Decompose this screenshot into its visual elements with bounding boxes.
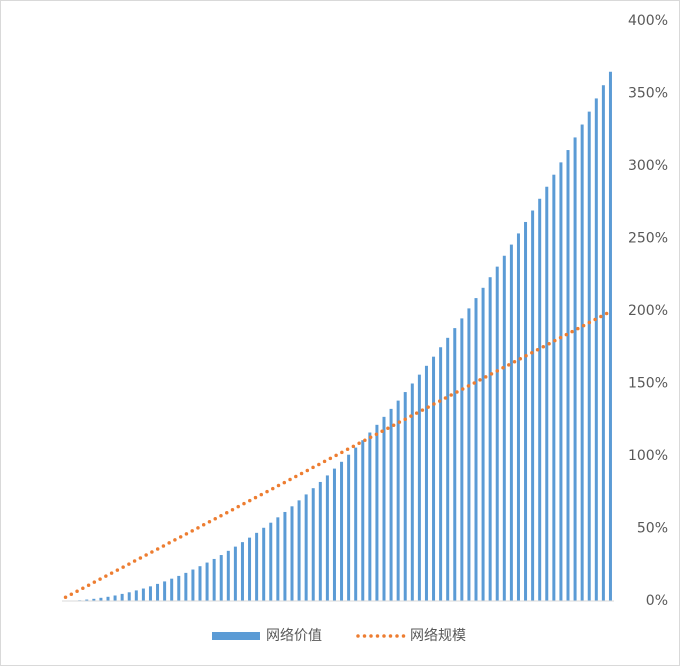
bar	[397, 401, 400, 601]
bar	[467, 308, 470, 601]
bar	[156, 584, 159, 601]
bar	[425, 366, 428, 601]
y-tick-label: 50%	[637, 521, 668, 537]
bar	[531, 211, 534, 601]
bar	[283, 512, 286, 601]
bar	[142, 589, 145, 601]
bar	[453, 328, 456, 601]
bar	[524, 222, 527, 601]
bar	[574, 137, 577, 601]
bar	[163, 581, 166, 601]
bar	[404, 392, 407, 601]
bar	[248, 538, 251, 601]
bar	[227, 551, 230, 601]
bar	[482, 288, 485, 601]
bar	[567, 150, 570, 601]
bar	[319, 482, 322, 601]
bar	[418, 375, 421, 601]
bar	[581, 125, 584, 601]
bar	[255, 533, 258, 601]
bar	[298, 500, 301, 601]
bar	[262, 528, 265, 601]
bar	[496, 267, 499, 601]
bar	[368, 433, 371, 601]
bar	[609, 72, 612, 601]
y-tick-label: 0%	[646, 593, 668, 609]
bar	[510, 245, 513, 601]
bar	[114, 595, 117, 601]
bar	[439, 347, 442, 601]
bar	[383, 417, 386, 601]
bar	[354, 448, 357, 601]
bar	[149, 586, 152, 601]
bar	[460, 318, 463, 601]
bar	[475, 298, 478, 601]
legend-swatch	[212, 632, 260, 640]
y-tick-label: 150%	[628, 376, 668, 392]
bar	[276, 517, 279, 601]
bar	[595, 98, 598, 601]
bar	[602, 85, 605, 601]
bar	[170, 579, 173, 601]
bar	[135, 590, 138, 601]
bar	[545, 187, 548, 601]
y-tick-label: 100%	[628, 448, 668, 464]
bar	[241, 542, 244, 601]
bar	[517, 233, 520, 601]
bar	[432, 357, 435, 601]
y-tick-label: 300%	[628, 158, 668, 174]
bar	[340, 462, 343, 601]
bar	[503, 256, 506, 601]
bar	[347, 455, 350, 601]
bar	[559, 162, 562, 601]
bar	[199, 566, 202, 601]
bar	[269, 523, 272, 601]
bar	[206, 563, 209, 601]
y-tick-label: 250%	[628, 231, 668, 247]
bar	[121, 594, 124, 601]
bar	[538, 199, 541, 601]
bar	[375, 425, 378, 601]
bar	[305, 494, 308, 601]
legend-label: 网络价值	[266, 628, 322, 644]
bar	[552, 175, 555, 601]
bar	[489, 277, 492, 601]
bar	[333, 469, 336, 601]
bar	[220, 555, 223, 601]
y-tick-label: 350%	[628, 86, 668, 102]
bar	[361, 440, 364, 601]
bar	[128, 592, 131, 601]
bar	[446, 338, 449, 601]
bar	[191, 570, 194, 601]
bar	[184, 573, 187, 601]
bar	[213, 559, 216, 601]
bar	[588, 112, 591, 601]
bar	[312, 488, 315, 601]
bar	[390, 409, 393, 601]
bar	[291, 506, 294, 601]
bar	[326, 475, 329, 601]
bar	[107, 597, 110, 601]
bar	[234, 547, 237, 601]
y-tick-label: 400%	[628, 13, 668, 29]
bar	[177, 576, 180, 601]
y-tick-label: 200%	[628, 303, 668, 319]
legend-label: 网络规模	[410, 628, 466, 644]
